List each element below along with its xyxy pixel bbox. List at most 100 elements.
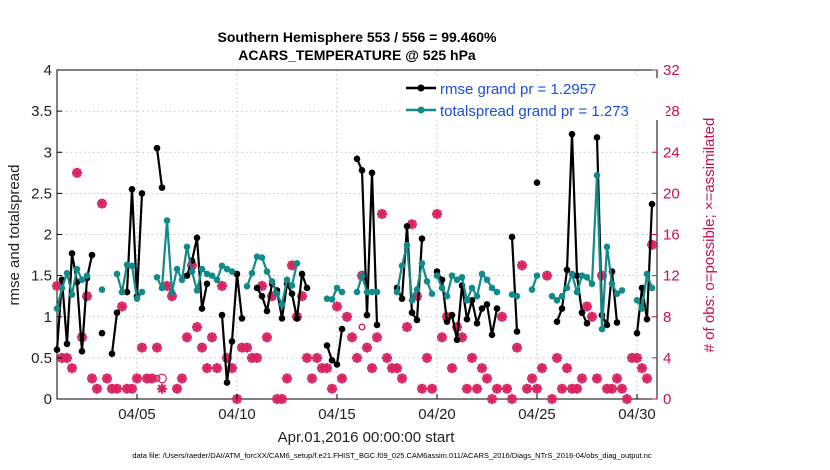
rmse-point <box>573 272 581 279</box>
rmse-point <box>613 319 621 326</box>
obs-assimilated-marker <box>86 373 98 384</box>
x-axis: 04/05 04/10 04/15 04/20 04/25 04/30 <box>118 394 656 423</box>
totalspread-point <box>448 272 456 279</box>
totalspread-point <box>418 259 426 267</box>
obs-assimilated-marker <box>196 342 208 353</box>
obs-possible-marker <box>557 383 567 394</box>
totalspread-point <box>168 288 176 296</box>
obs-possible-marker <box>272 394 282 404</box>
rmse-point <box>123 288 131 296</box>
obs-possible-marker <box>282 373 292 384</box>
chart-subtitle: ACARS_TEMPERATURE @ 525 hPa <box>238 47 476 63</box>
rmse-point <box>443 318 451 325</box>
obs-assimilated-marker <box>126 383 138 394</box>
rmse-point <box>468 297 476 304</box>
obs-possible-marker <box>362 342 372 353</box>
obs-possible-marker <box>587 311 597 322</box>
rmse-point <box>568 130 576 138</box>
rmse-point <box>138 190 146 197</box>
obs-assimilated-marker <box>306 373 318 384</box>
obs-possible-marker <box>127 383 137 394</box>
y-axis-right-label: # of obs: o=possible; ×=assimilated <box>701 118 718 353</box>
legend-box <box>402 78 666 120</box>
obs-possible-marker <box>517 260 527 271</box>
totalspread-point <box>323 295 331 302</box>
totalspread-point <box>218 262 226 270</box>
rmse-point <box>333 361 341 368</box>
y-tick-label-left: 0.5 <box>31 350 52 367</box>
obs-possible-marker <box>347 332 357 343</box>
obs-assimilated-marker <box>561 363 573 374</box>
y-tick-label-left: 2 <box>44 227 52 244</box>
obs-assimilated-marker <box>371 332 383 343</box>
totalspread-point <box>423 278 431 285</box>
right-axis: 0 4 8 12 16 20 24 28 32 <box>652 62 680 408</box>
obs-assimilated-marker <box>401 321 413 333</box>
obs-possible-marker <box>242 342 252 353</box>
x-tick-label: 04/25 <box>518 406 556 423</box>
obs-possible-marker <box>392 363 402 374</box>
obs-possible-marker <box>87 373 97 384</box>
totalspread-point <box>223 265 231 273</box>
rmse-point <box>358 167 366 174</box>
obs-possible-marker <box>322 363 332 374</box>
obs-assimilated-marker <box>556 383 568 394</box>
obs-possible-marker <box>302 352 312 363</box>
y-tick-label-left: 1.5 <box>31 268 52 285</box>
y-tick-label-left: 2.5 <box>31 185 52 202</box>
obs-assimilated-marker <box>311 352 323 363</box>
obs-possible-marker <box>552 352 562 363</box>
y-tick-label-left: 4 <box>44 62 52 79</box>
obs-possible-marker <box>602 383 612 394</box>
obs-assimilated-marker <box>641 373 653 384</box>
totalspread-point <box>338 288 346 296</box>
totalspread-point <box>243 283 251 290</box>
obs-assimilated-marker <box>551 352 563 363</box>
obs-assimilated-marker <box>446 363 458 374</box>
obs-possible-marker <box>377 209 387 219</box>
obs-assimilated-marker <box>591 373 603 384</box>
x-tick-label: 04/30 <box>618 406 656 423</box>
obs-assimilated-marker <box>361 342 373 353</box>
totalspread-point <box>213 276 221 284</box>
x-tick-label: 04/15 <box>318 406 356 423</box>
rmse-point <box>493 305 501 312</box>
obs-assimilated-marker <box>426 383 438 394</box>
x-axis-label: Apr.01,2016 00:00:00 start <box>278 429 456 446</box>
rmse-point <box>328 357 336 364</box>
obs-assimilated-marker <box>606 383 618 394</box>
obs-assimilated-marker <box>101 373 113 384</box>
obs-assimilated-marker <box>156 383 168 394</box>
legend-totalspread-marker <box>417 106 425 114</box>
obs-possible-marker <box>252 352 262 363</box>
y-tick-label-right: 8 <box>663 309 671 326</box>
obs-assimilated-marker <box>486 393 498 405</box>
obs-assimilated-marker <box>611 373 623 384</box>
obs-possible-marker <box>487 394 497 404</box>
totalspread-point <box>358 272 366 279</box>
obs-assimilated-marker <box>281 373 293 384</box>
rmse-point <box>488 331 496 339</box>
obs-possible-marker <box>492 383 502 394</box>
totalspread-point <box>463 297 471 304</box>
totalspread-point <box>268 278 276 285</box>
obs-possible-marker <box>222 352 232 363</box>
obs-possible-marker <box>137 342 147 353</box>
rmse-point <box>373 321 381 329</box>
totalspread-point <box>393 288 401 296</box>
totalspread-point <box>528 286 536 293</box>
totalspread-point <box>493 288 501 296</box>
obs-possible-marker <box>247 352 257 363</box>
obs-possible-marker <box>352 352 362 363</box>
rmse-point <box>398 295 406 302</box>
totalspread-point <box>508 291 516 298</box>
totalspread-point <box>533 272 541 279</box>
obs-assimilated-marker <box>636 363 648 374</box>
obs-possible-marker <box>582 301 592 312</box>
totalspread-point <box>263 268 271 275</box>
obs-assimilated-marker <box>416 383 428 394</box>
rmse-point <box>363 311 371 319</box>
rmse-point <box>513 328 521 335</box>
totalspread-point <box>328 296 336 303</box>
